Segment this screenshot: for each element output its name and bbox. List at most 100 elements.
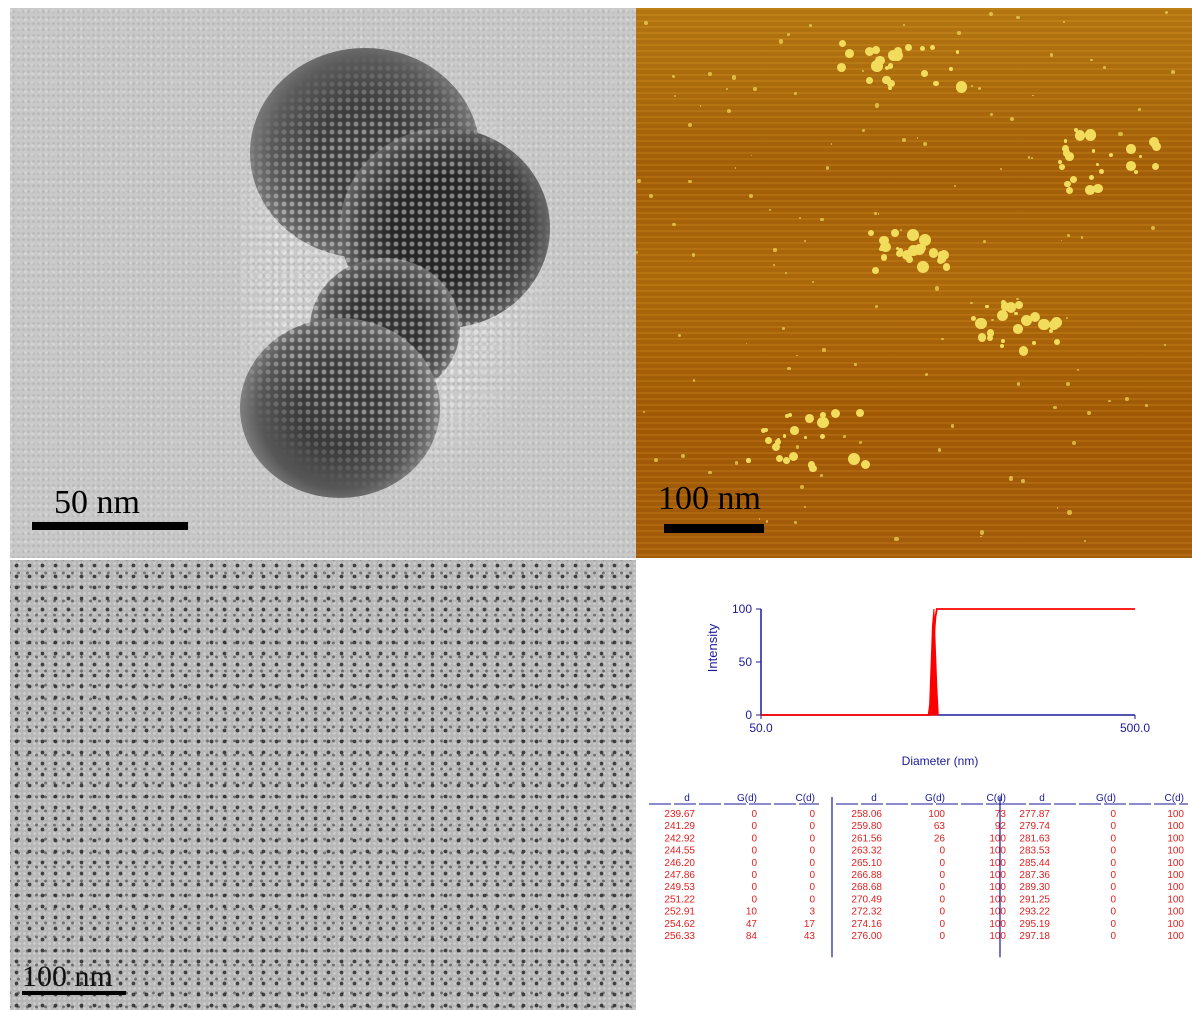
nanoparticle-spot bbox=[895, 246, 899, 251]
nanoparticle-spot bbox=[672, 222, 676, 227]
table-cell: 100 bbox=[989, 919, 1006, 930]
nanoparticle-spot bbox=[877, 213, 880, 216]
nanoparticle-spot bbox=[1145, 404, 1149, 408]
nanoparticle-spot bbox=[796, 354, 799, 357]
table-cell: 43 bbox=[804, 931, 816, 942]
table-cell: 100 bbox=[989, 894, 1006, 905]
nanoparticle-spot bbox=[922, 141, 928, 147]
nanoparticle-spot bbox=[1095, 163, 1099, 167]
scan-line-texture bbox=[636, 8, 1192, 558]
nanoparticle-spot bbox=[862, 129, 866, 133]
nanoparticle-spot bbox=[765, 520, 769, 523]
nanoparticle-spot bbox=[1058, 160, 1063, 164]
table-cell: 242.92 bbox=[664, 833, 695, 844]
table-cell: 73 bbox=[995, 809, 1007, 820]
table-cell: 246.20 bbox=[664, 858, 695, 869]
table-header: d bbox=[684, 793, 690, 804]
nanoparticle-spot bbox=[957, 31, 961, 35]
nanoparticle-spot bbox=[758, 518, 761, 520]
nanoparticle-spot bbox=[1052, 405, 1057, 410]
nanoparticle-spot bbox=[788, 452, 798, 462]
nanoparticle-spot bbox=[1093, 183, 1103, 194]
nanoparticle-spot bbox=[642, 411, 645, 413]
nanoparticle-spot bbox=[970, 302, 973, 305]
nanoparticle-spot bbox=[955, 81, 968, 93]
nanoparticle-spot bbox=[884, 65, 890, 71]
nanoparticle-spot bbox=[838, 40, 846, 48]
nanoparticle-spot bbox=[999, 167, 1002, 170]
nanoparticle-spot bbox=[1014, 300, 1024, 310]
nanoparticle-spot bbox=[872, 45, 881, 54]
table-cell: 0 bbox=[751, 821, 757, 832]
nanoparticle-spot bbox=[854, 363, 857, 366]
table-cell: 259.80 bbox=[851, 821, 882, 832]
nanoparticle-spot bbox=[1103, 65, 1107, 69]
table-cell: 0 bbox=[939, 931, 945, 942]
table-cell: 100 bbox=[989, 907, 1006, 918]
nanoparticle-spot bbox=[776, 454, 784, 463]
nanoparticle-spot bbox=[773, 248, 777, 252]
table-cell: 100 bbox=[989, 833, 1006, 844]
nanoparticle-spot bbox=[825, 166, 830, 170]
nanoparticle-spot bbox=[970, 84, 973, 88]
nanoparticle-spot bbox=[1091, 149, 1095, 153]
nanoparticle-spot bbox=[865, 77, 873, 84]
table-cell: 84 bbox=[746, 931, 758, 942]
nanoparticle-spot bbox=[1067, 234, 1071, 238]
nanoparticle-spot bbox=[950, 424, 955, 429]
nanoparticle-spot bbox=[764, 436, 772, 445]
nanoparticle-spot bbox=[819, 411, 826, 418]
nanoparticle-spot bbox=[748, 194, 753, 199]
scale-label-a: 50 nm bbox=[54, 484, 140, 521]
nanoparticle-spot bbox=[1099, 169, 1105, 175]
nanoparticle-spot bbox=[783, 457, 791, 464]
y-axis-label: Intensity bbox=[705, 623, 720, 672]
nanoparticle-spot bbox=[1049, 53, 1054, 57]
table-cell: 100 bbox=[1167, 833, 1184, 844]
nanoparticle-spot bbox=[688, 122, 693, 127]
table-cell: 283.53 bbox=[1019, 846, 1050, 857]
table-cell: 0 bbox=[809, 809, 815, 820]
nanoparticle-spot bbox=[786, 366, 791, 371]
table-cell: 0 bbox=[1110, 870, 1116, 881]
nanoparticle-spot bbox=[1118, 131, 1123, 137]
nanoparticle-spot bbox=[819, 473, 823, 477]
tem-dispersed-image: 100 nm bbox=[10, 560, 636, 1010]
nanoparticle-spot bbox=[941, 337, 944, 341]
nanoparticle-spot bbox=[687, 179, 692, 184]
table-header: G(d) bbox=[1096, 793, 1116, 804]
nanoparticle-spot bbox=[788, 412, 793, 417]
nanoparticle-spot bbox=[804, 413, 814, 423]
nanoparticle-spot bbox=[879, 236, 889, 246]
nanoparticle-spot bbox=[882, 75, 891, 85]
nanoparticle-spot bbox=[1065, 187, 1073, 195]
table-cell: 0 bbox=[809, 858, 815, 869]
nanoparticle-spot bbox=[799, 484, 805, 490]
nanoparticle-spot bbox=[803, 240, 806, 243]
nanoparticle-spot bbox=[843, 435, 846, 438]
nanoparticle-spot bbox=[1085, 129, 1097, 141]
y-tick-label: 100 bbox=[732, 602, 752, 616]
nanoparticle-spot bbox=[913, 243, 926, 255]
dls-panel: 0 50 100 50.0 500.0 Intensity Diameter (nm) … bbox=[640, 560, 1192, 1010]
nanoparticle-spot bbox=[1000, 344, 1005, 349]
table-cell: 291.25 bbox=[1019, 894, 1050, 905]
nanoparticle-spot bbox=[1074, 128, 1079, 133]
nanoparticle-spot bbox=[643, 20, 649, 26]
table-cell: 0 bbox=[1110, 882, 1116, 893]
table-cell: 100 bbox=[1167, 907, 1184, 918]
table-cell: 0 bbox=[1110, 907, 1116, 918]
table-cell: 0 bbox=[809, 846, 815, 857]
table-cell: 258.06 bbox=[851, 809, 882, 820]
nanoparticle-spot bbox=[1016, 297, 1019, 300]
table-cell: 241.29 bbox=[664, 821, 695, 832]
particle-texture bbox=[240, 48, 560, 498]
nanoparticle-spot bbox=[1108, 152, 1113, 157]
table-cell: 0 bbox=[751, 809, 757, 820]
nanoparticle-spot bbox=[1108, 399, 1111, 403]
nanoparticle-spot bbox=[872, 266, 879, 274]
nanoparticle-spot bbox=[855, 409, 864, 418]
nanoparticle-spot bbox=[830, 408, 840, 418]
nanoparticle-spot bbox=[954, 185, 957, 187]
table-cell: 0 bbox=[809, 882, 815, 893]
